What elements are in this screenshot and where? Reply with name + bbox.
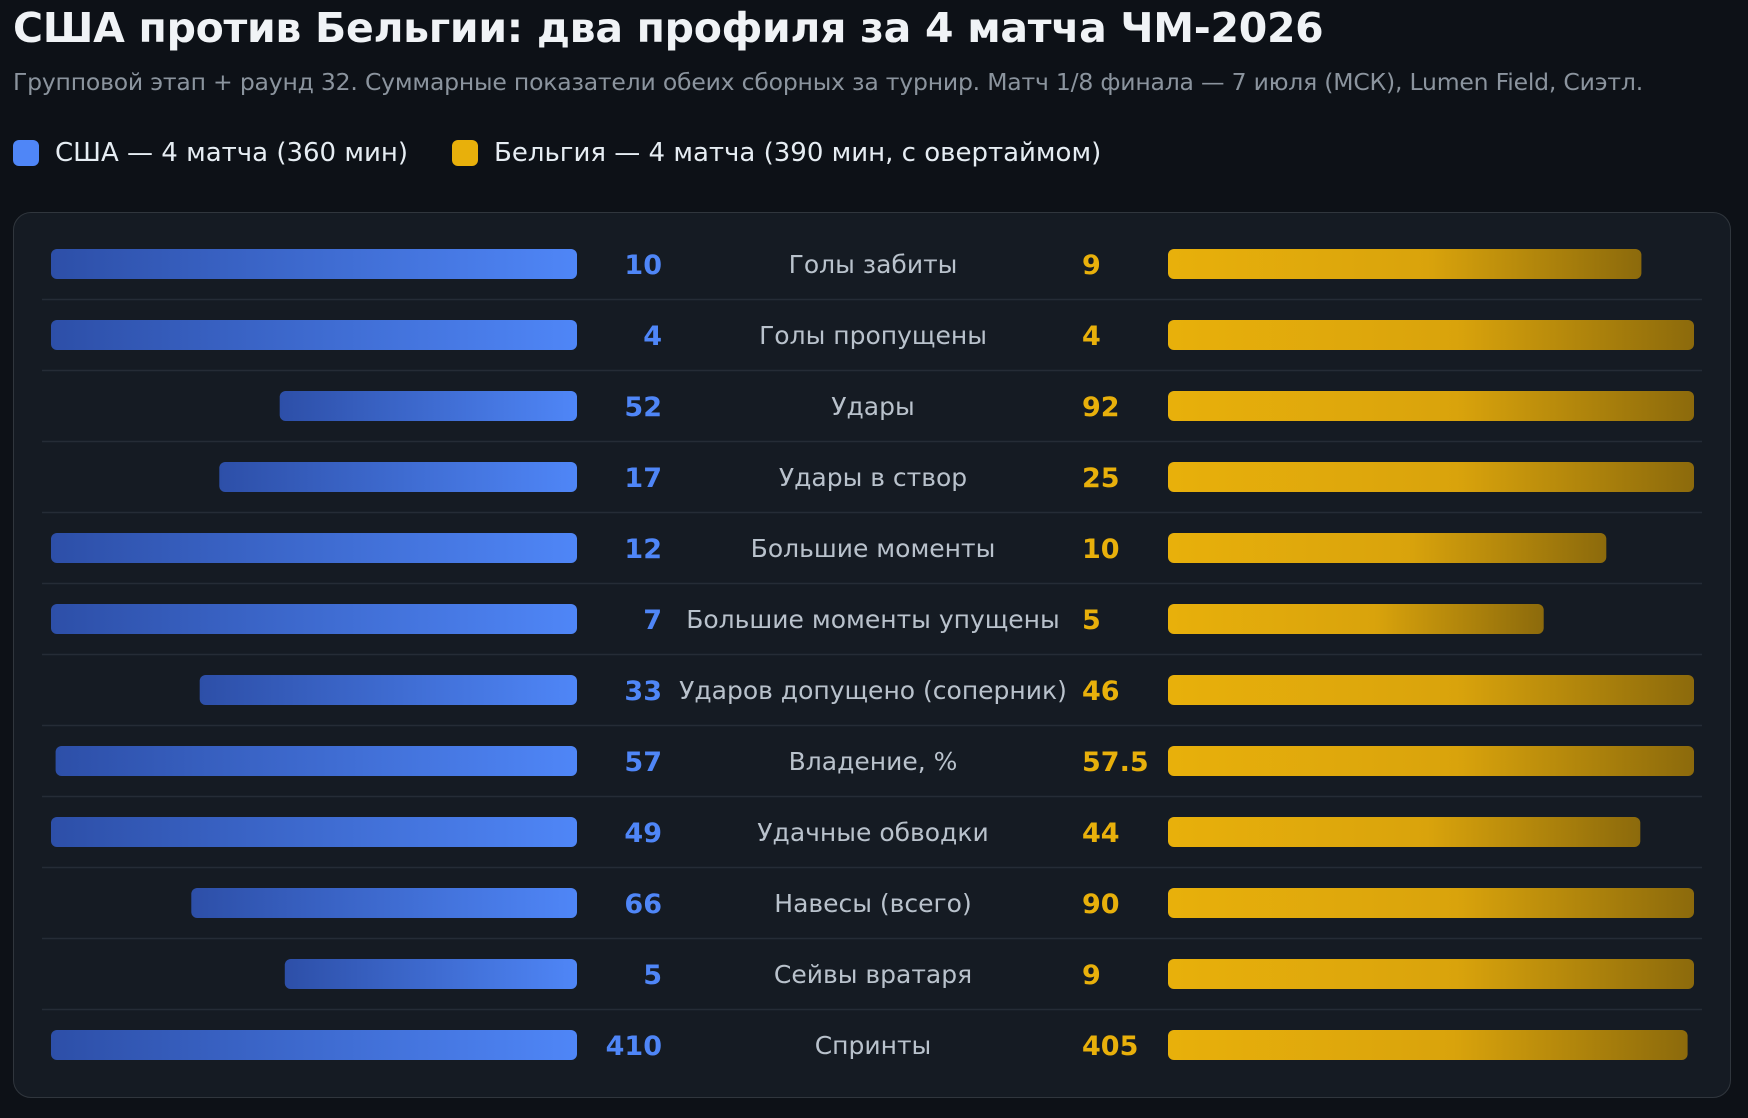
comparison-panel: 10 Голы забиты 9 4 Голы пропущены 4 52 Удары 92 1…: [13, 212, 1731, 1098]
chart-row: 49 Удачные обводки 44: [42, 817, 1702, 869]
chart-row: 10 Голы забиты 9: [42, 249, 1702, 301]
row-label: Большие моменты: [751, 534, 996, 563]
row-label: Удары в створ: [779, 463, 967, 492]
chart-row: 57 Владение, % 57.5: [42, 746, 1702, 798]
bar-belgium: [1168, 604, 1544, 634]
legend-swatch-belgium: [452, 140, 479, 166]
chart-row: 52 Удары 92: [42, 391, 1702, 443]
value-belgium: 4: [1082, 321, 1101, 352]
value-usa: 33: [624, 676, 662, 707]
value-usa: 5: [643, 960, 662, 991]
legend-swatch-usa: [13, 140, 39, 166]
bar-usa: [219, 462, 578, 492]
page-title: США против Бельгии: два профиля за 4 мат…: [13, 4, 1324, 52]
value-usa: 49: [624, 818, 662, 849]
value-usa: 4: [643, 321, 662, 352]
chart-row: 66 Навесы (всего) 90: [42, 888, 1702, 940]
comparison-chart: 10 Голы забиты 9 4 Голы пропущены 4 52 Удары 92 1…: [42, 249, 1702, 1062]
value-usa: 7: [643, 605, 662, 636]
value-belgium: 25: [1082, 463, 1120, 494]
value-belgium: 44: [1082, 818, 1120, 849]
bar-belgium: [1168, 888, 1694, 918]
row-label: Ударов допущено (соперник): [679, 676, 1067, 705]
value-usa: 12: [624, 534, 662, 565]
value-belgium: 5: [1082, 605, 1101, 636]
bar-usa: [55, 746, 578, 776]
value-belgium: 10: [1082, 534, 1120, 565]
bar-belgium: [1168, 391, 1694, 421]
row-label: Большие моменты упущены: [686, 605, 1060, 634]
bar-belgium: [1168, 320, 1694, 350]
bar-belgium: [1168, 959, 1694, 989]
bar-belgium: [1168, 533, 1607, 563]
bar-belgium: [1168, 1030, 1688, 1060]
bar-usa: [199, 675, 577, 705]
bar-usa: [279, 391, 577, 421]
value-usa: 57: [624, 747, 662, 778]
value-usa: 66: [624, 889, 662, 920]
chart-row: 4 Голы пропущены 4: [42, 320, 1702, 372]
row-label: Удачные обводки: [757, 818, 988, 847]
legend-item-belgium: Бельгия — 4 матча (390 мин, с овертаймом…: [452, 138, 1101, 168]
value-belgium: 92: [1082, 392, 1120, 423]
row-label: Навесы (всего): [774, 889, 971, 918]
chart-row: 7 Большие моменты упущены 5: [42, 604, 1702, 656]
value-usa: 410: [606, 1031, 662, 1062]
legend-label-usa: США — 4 матча (360 мин): [55, 138, 409, 168]
row-label: Удары: [831, 392, 914, 421]
bar-usa: [51, 817, 577, 847]
legend: США — 4 матча (360 мин) Бельгия — 4 матч…: [13, 138, 1145, 168]
value-usa: 17: [624, 463, 662, 494]
bar-usa: [51, 249, 577, 279]
row-label: Голы пропущены: [759, 321, 987, 350]
value-belgium: 9: [1082, 250, 1101, 281]
value-belgium: 405: [1082, 1031, 1138, 1062]
legend-label-belgium: Бельгия — 4 матча (390 мин, с овертаймом…: [494, 138, 1102, 168]
chart-row: 17 Удары в створ 25: [42, 462, 1702, 514]
bar-usa: [51, 320, 577, 350]
bar-usa: [51, 1030, 577, 1060]
bar-belgium: [1168, 675, 1694, 705]
bar-belgium: [1168, 249, 1642, 279]
row-label: Сейвы вратаря: [774, 960, 972, 989]
bar-belgium: [1168, 462, 1694, 492]
value-usa: 52: [624, 392, 662, 423]
bar-usa: [51, 604, 577, 634]
bar-belgium: [1168, 817, 1641, 847]
chart-row: 5 Сейвы вратаря 9: [42, 959, 1702, 1011]
bar-usa: [284, 959, 577, 989]
value-usa: 10: [624, 250, 662, 281]
row-label: Спринты: [815, 1031, 932, 1060]
chart-rows: 10 Голы забиты 9 4 Голы пропущены 4 52 Удары 92 1…: [42, 249, 1702, 1062]
row-label: Голы забиты: [789, 250, 958, 279]
page-subtitle: Групповой этап + раунд 32. Суммарные пок…: [13, 68, 1643, 96]
legend-item-usa: США — 4 матча (360 мин): [13, 138, 408, 168]
row-label: Владение, %: [789, 747, 958, 776]
value-belgium: 90: [1082, 889, 1120, 920]
bar-usa: [51, 533, 577, 563]
bar-usa: [191, 888, 578, 918]
value-belgium: 57.5: [1082, 747, 1149, 778]
value-belgium: 9: [1082, 960, 1101, 991]
bar-belgium: [1168, 746, 1694, 776]
chart-row: 410 Спринты 405: [51, 1030, 1688, 1062]
chart-row: 12 Большие моменты 10: [42, 533, 1702, 585]
value-belgium: 46: [1082, 676, 1120, 707]
chart-row: 33 Ударов допущено (соперник) 46: [42, 675, 1702, 727]
